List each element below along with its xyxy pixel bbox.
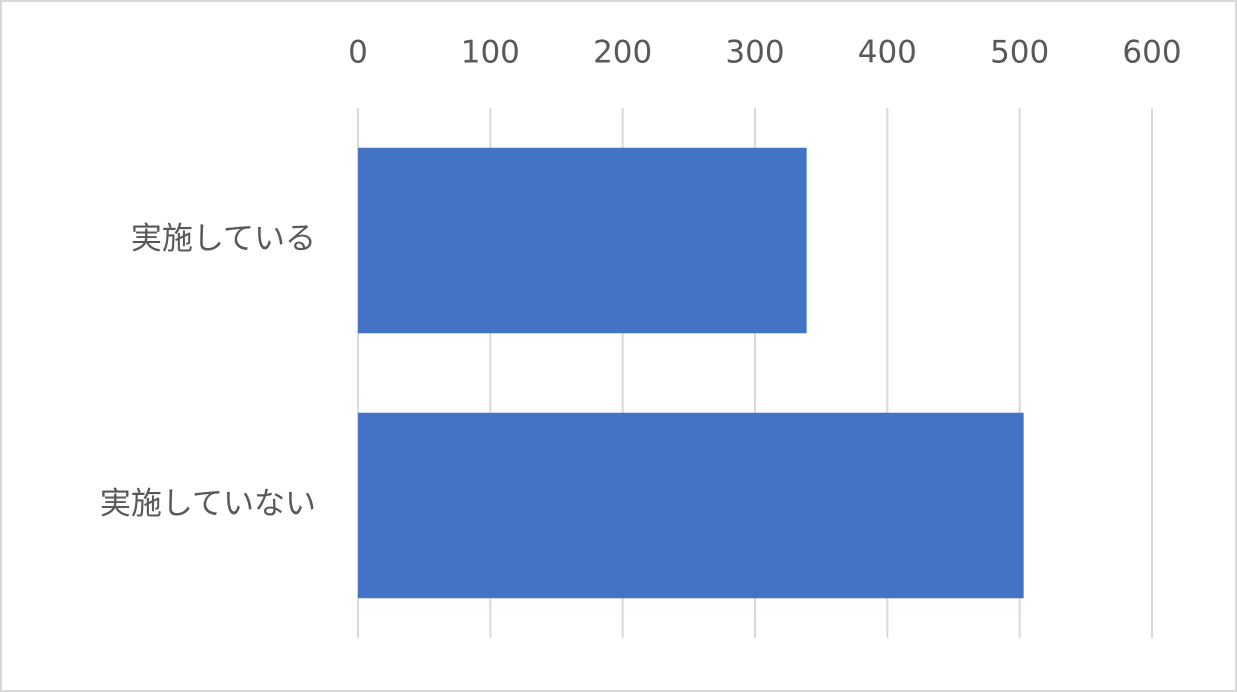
- x-tick-label: 100: [461, 35, 520, 71]
- x-tick-label: 500: [990, 35, 1049, 71]
- bar: [358, 412, 1024, 599]
- y-tick-label: 実施していない: [100, 486, 316, 522]
- bar: [358, 147, 807, 334]
- x-tick-label: 600: [1122, 35, 1181, 71]
- x-tick-label: 200: [593, 35, 652, 71]
- x-tick-label: 0: [348, 35, 368, 71]
- x-tick-label: 400: [858, 35, 917, 71]
- y-tick-label: 実施している: [131, 221, 316, 257]
- x-tick-label: 300: [725, 35, 784, 71]
